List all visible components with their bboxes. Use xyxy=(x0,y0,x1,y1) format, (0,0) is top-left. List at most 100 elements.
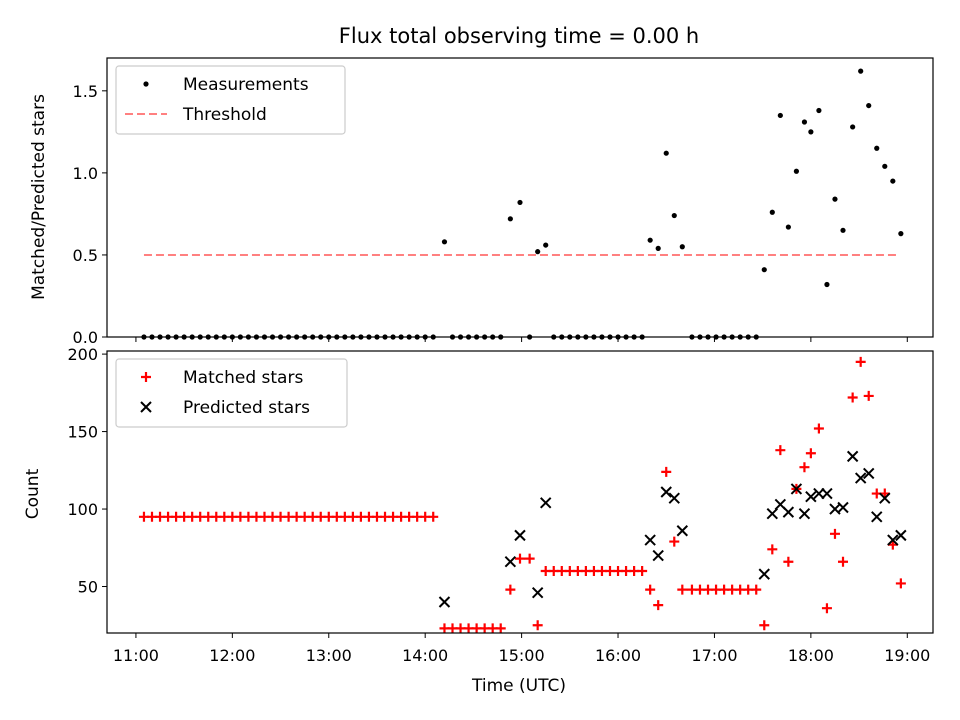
matched-stars-point xyxy=(532,620,543,631)
measurement-point xyxy=(874,145,880,151)
measurement-point xyxy=(671,212,677,219)
predicted-stars-point xyxy=(790,483,803,495)
matched-stars-point xyxy=(775,445,786,456)
matched-stars-point xyxy=(524,553,535,564)
measurement-point xyxy=(882,163,888,169)
top-y-tick-label: 1.0 xyxy=(73,164,98,183)
legend-label: Matched stars xyxy=(183,368,303,388)
matched-stars-point xyxy=(428,511,439,522)
measurement-point xyxy=(543,242,549,248)
x-tick-label: 11:00 xyxy=(113,646,159,665)
x-tick-label: 16:00 xyxy=(595,646,641,665)
predicted-stars-point xyxy=(514,529,526,542)
predicted-stars-point xyxy=(863,467,875,480)
predicted-stars-point xyxy=(879,492,891,504)
measurement-point xyxy=(840,227,846,233)
measurement-point xyxy=(785,224,791,230)
predicted-stars-point xyxy=(854,472,867,484)
predicted-stars-point xyxy=(540,497,552,509)
measurement-point xyxy=(517,199,523,206)
bottom-plot-frame xyxy=(106,350,934,634)
legend-label: Predicted stars xyxy=(183,398,310,418)
predicted-stars-point xyxy=(895,529,907,542)
matched-stars-point xyxy=(661,466,672,477)
matched-stars-point xyxy=(799,462,810,473)
x-axis-label: Time (UTC) xyxy=(471,676,566,696)
predicted-stars-point xyxy=(531,587,544,599)
measurement-point xyxy=(777,112,783,119)
matched-stars-point xyxy=(895,578,906,589)
x-tick-label: 13:00 xyxy=(306,646,352,665)
top-plot: 0.0 0.5 1.0 1.5 Measurements Threshold xyxy=(73,57,934,347)
predicted-stars-point xyxy=(660,486,672,498)
measurement-point xyxy=(441,239,448,245)
predicted-stars-point xyxy=(821,487,833,500)
measurement-point xyxy=(793,168,800,174)
matched-stars-point xyxy=(759,620,770,631)
measurement-point xyxy=(535,249,541,255)
bottom-y-tick-label: 100 xyxy=(67,500,98,519)
x-tick-label: 15:00 xyxy=(499,646,545,665)
measurement-point xyxy=(898,231,904,237)
matched-stars-point xyxy=(515,553,525,564)
bottom-y-tick-label: 150 xyxy=(67,423,98,442)
predicted-stars-point xyxy=(871,511,883,523)
matched-stars-point xyxy=(829,528,840,539)
measurement-point xyxy=(663,150,669,156)
predicted-stars-point xyxy=(837,501,849,514)
matched-stars-point xyxy=(847,392,858,403)
measurement-point xyxy=(647,237,653,243)
measurement-point xyxy=(507,216,513,222)
bottom-plot: 50 100 150 200 11:00 12:00 13:00 14:00 15:00 16:0… xyxy=(67,345,934,665)
measurement-point xyxy=(890,178,896,184)
matched-stars-point xyxy=(637,566,648,577)
top-y-tick-label: 1.5 xyxy=(73,82,98,101)
legend-label: Threshold xyxy=(182,105,267,125)
predicted-stars-point xyxy=(766,507,779,520)
matched-stars-point xyxy=(783,556,794,567)
predicted-stars-point xyxy=(504,556,517,568)
matched-stars-point xyxy=(751,584,762,595)
legend-marker-predicted xyxy=(140,401,152,413)
measurement-point xyxy=(655,245,661,251)
measurement-point xyxy=(769,209,775,215)
measurement-point xyxy=(761,267,767,273)
top-y-axis-label: Matched/Predicted stars xyxy=(29,94,49,300)
top-y-tick-label: 0.0 xyxy=(73,328,98,347)
legend-box xyxy=(115,358,348,428)
top-plot-frame xyxy=(106,57,934,338)
legend-marker-matched xyxy=(141,372,151,382)
bottom-y-axis-label: Count xyxy=(23,468,43,519)
top-y-tick-label: 0.5 xyxy=(73,246,98,265)
predicted-stars-point xyxy=(676,525,689,537)
matched-stars-point xyxy=(677,584,688,595)
predicted-stars-point xyxy=(668,492,680,504)
predicted-stars-point xyxy=(438,596,451,608)
measurement-point xyxy=(816,107,822,114)
x-tick-label: 12:00 xyxy=(209,646,255,665)
predicted-stars-point xyxy=(758,568,770,580)
chart-title: Flux total observing time = 0.00 h xyxy=(339,24,699,48)
measurement-point xyxy=(850,124,856,130)
matched-stars-point xyxy=(505,584,516,595)
matched-stars-point xyxy=(495,623,506,634)
measurement-point xyxy=(801,119,808,125)
measurement-point xyxy=(679,244,685,250)
measurement-point xyxy=(824,281,830,288)
matched-stars-point xyxy=(669,536,680,547)
bottom-y-tick-label: 50 xyxy=(78,578,98,597)
top-legend: Measurements Threshold xyxy=(115,65,346,135)
matched-stars-point xyxy=(813,423,824,434)
matched-stars-point xyxy=(805,448,816,459)
matched-stars-point xyxy=(863,390,874,401)
matched-stars-point xyxy=(653,600,664,611)
measurement-point xyxy=(832,196,838,202)
predicted-stars-point xyxy=(652,549,664,562)
matched-stars-point xyxy=(645,584,656,595)
predicted-stars-point xyxy=(805,490,817,503)
matched-stars-point xyxy=(855,356,866,367)
x-tick-label: 19:00 xyxy=(884,646,930,665)
x-tick-label: 18:00 xyxy=(788,646,834,665)
bottom-legend: Matched stars Predicted stars xyxy=(115,358,348,428)
